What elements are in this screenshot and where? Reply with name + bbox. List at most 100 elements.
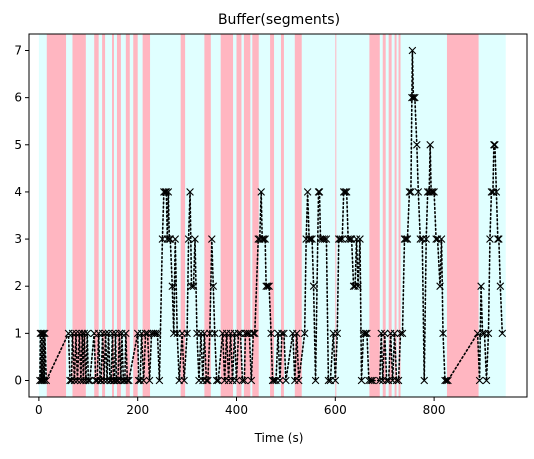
data-point xyxy=(402,235,410,243)
data-point xyxy=(363,329,371,338)
data-point xyxy=(83,329,92,338)
data-point xyxy=(428,188,437,196)
stall-band xyxy=(335,34,337,397)
data-point xyxy=(436,282,444,291)
data-point xyxy=(208,235,216,243)
stall-band xyxy=(46,34,67,397)
data-point xyxy=(408,93,416,102)
data-point xyxy=(261,235,269,243)
data-point xyxy=(122,329,130,338)
data-point xyxy=(243,329,252,338)
x-tick-label: 0 xyxy=(35,403,43,417)
data-point xyxy=(163,235,172,243)
x-axis-ticks: 0 200 400 600 800 xyxy=(35,397,446,417)
data-point xyxy=(351,282,359,291)
stall-band xyxy=(116,34,121,397)
data-point xyxy=(247,376,256,385)
data-point xyxy=(484,329,493,338)
data-point xyxy=(377,329,386,338)
data-point xyxy=(39,376,47,385)
data-point xyxy=(155,376,164,385)
data-point xyxy=(278,329,286,338)
data-point xyxy=(331,376,340,385)
data-point xyxy=(186,188,194,196)
data-point xyxy=(145,376,154,385)
data-point xyxy=(365,376,373,385)
data-point xyxy=(394,376,403,385)
data-point xyxy=(308,235,316,243)
data-point xyxy=(38,329,46,338)
stall-band xyxy=(220,34,234,397)
y-tick-label: 4 xyxy=(14,185,22,199)
data-point xyxy=(204,376,212,385)
data-point xyxy=(80,329,89,338)
data-point xyxy=(426,140,434,149)
data-point xyxy=(322,235,331,243)
data-point xyxy=(180,376,188,385)
data-point xyxy=(267,329,275,338)
data-point xyxy=(491,140,499,149)
data-point xyxy=(432,235,440,243)
data-point xyxy=(250,329,259,338)
data-point xyxy=(294,376,303,385)
data-point xyxy=(441,376,449,385)
data-point xyxy=(408,46,417,55)
x-tick-label: 600 xyxy=(324,403,347,417)
data-point xyxy=(496,282,505,291)
data-point xyxy=(39,329,48,338)
data-point xyxy=(136,376,144,385)
data-point xyxy=(341,188,349,196)
data-point xyxy=(486,235,494,243)
data-point xyxy=(184,235,193,243)
data-point xyxy=(475,376,484,385)
data-point xyxy=(413,140,421,149)
data-point xyxy=(344,235,352,243)
x-tick-label: 200 xyxy=(126,403,149,417)
data-point xyxy=(380,329,389,338)
data-point xyxy=(442,376,451,385)
data-point xyxy=(405,188,414,196)
data-point xyxy=(336,235,345,243)
data-point xyxy=(202,376,211,385)
stall-band xyxy=(252,34,259,397)
data-point xyxy=(168,282,177,291)
data-point xyxy=(414,188,423,196)
data-point xyxy=(70,376,79,385)
data-point xyxy=(300,329,309,338)
data-markers xyxy=(36,46,507,385)
stall-band xyxy=(270,34,275,397)
x-axis-label: Time (s) xyxy=(254,431,304,445)
data-point xyxy=(430,188,438,196)
y-tick-label: 3 xyxy=(14,232,22,246)
data-point xyxy=(263,282,272,291)
data-point xyxy=(210,329,219,338)
data-point xyxy=(262,282,270,291)
data-point xyxy=(498,329,507,338)
data-point xyxy=(305,235,313,243)
stall-band xyxy=(125,34,130,397)
data-point xyxy=(98,329,107,338)
data-point xyxy=(356,235,364,243)
data-point xyxy=(437,235,446,243)
stall-band xyxy=(72,34,86,397)
data-point xyxy=(315,188,324,196)
data-point xyxy=(352,235,361,243)
data-point xyxy=(165,235,174,243)
data-point xyxy=(151,329,160,338)
data-point xyxy=(42,376,51,385)
data-point xyxy=(420,376,429,385)
stall-band xyxy=(294,34,302,397)
stall-band xyxy=(142,34,151,397)
data-point xyxy=(187,282,196,291)
data-point xyxy=(214,376,223,385)
data-point xyxy=(333,329,342,338)
data-point xyxy=(189,282,198,291)
data-point xyxy=(280,329,288,338)
stall-band xyxy=(369,34,380,397)
data-point xyxy=(444,376,452,385)
data-point xyxy=(68,329,77,338)
data-point xyxy=(270,376,278,385)
data-point xyxy=(407,188,415,196)
data-point xyxy=(354,282,362,291)
data-point xyxy=(258,235,266,243)
